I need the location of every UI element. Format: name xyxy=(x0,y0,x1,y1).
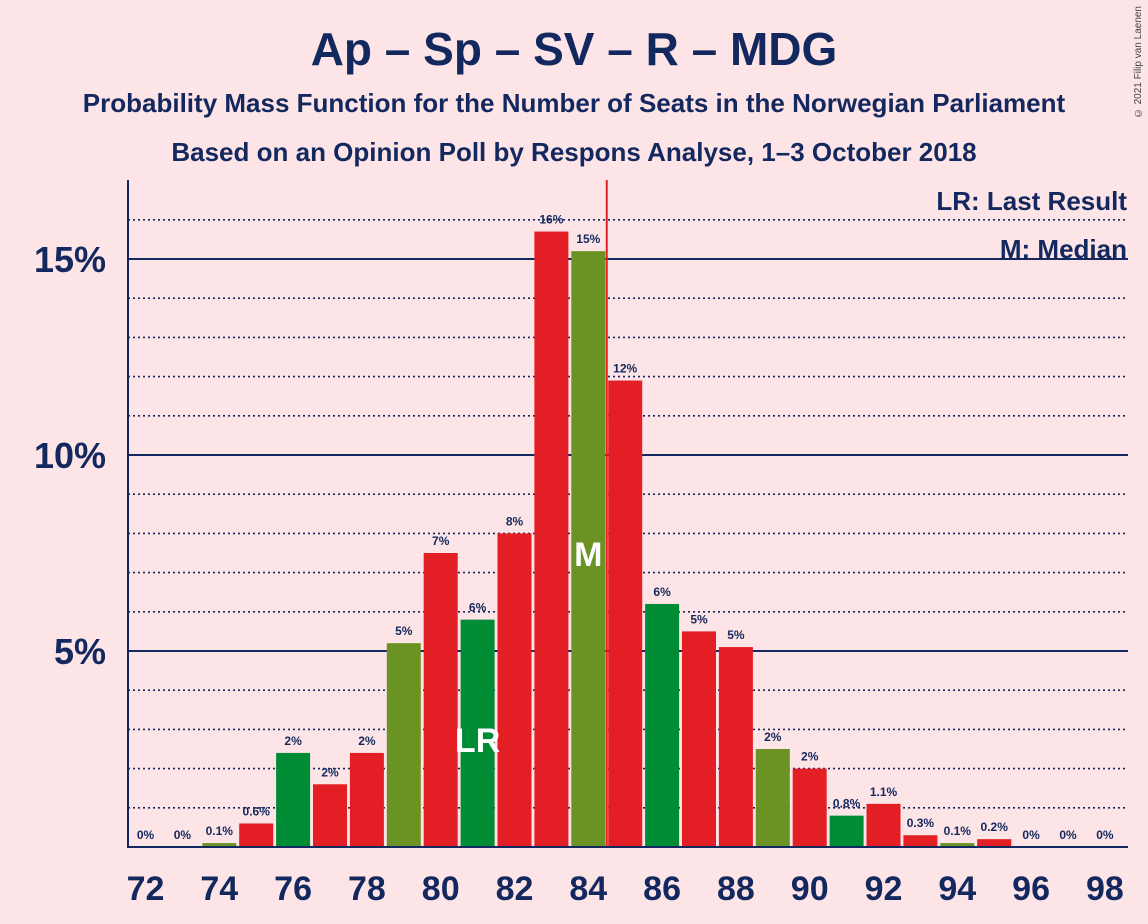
bar-value-label: 2% xyxy=(764,730,782,744)
bar-94 xyxy=(940,843,975,847)
bar-value-label: 5% xyxy=(690,612,708,626)
bar-79 xyxy=(386,643,421,847)
bar-value-label: 0% xyxy=(1096,828,1114,842)
bar-77 xyxy=(313,784,347,847)
x-tick-label: 92 xyxy=(865,870,903,908)
bar-value-label: 0% xyxy=(137,828,155,842)
bar-value-label: 6% xyxy=(469,601,487,615)
chart-subtitle: Probability Mass Function for the Number… xyxy=(82,88,1066,118)
y-tick-label: 10% xyxy=(34,435,106,476)
legend-last-result: LR: Last Result xyxy=(936,186,1127,216)
x-tick-label: 96 xyxy=(1012,870,1050,908)
last-result-marker: LR xyxy=(455,722,500,760)
bar-78 xyxy=(349,752,384,847)
bar-value-label: 5% xyxy=(727,628,745,642)
axes: 5% 10% 15% 72 74 76 78 80 82 84 86 88 90 92 94 96 98 xyxy=(34,180,1128,908)
bar-75 xyxy=(239,823,274,847)
bar-81 xyxy=(460,619,495,847)
bar-value-label: 0.8% xyxy=(833,797,861,811)
bar-95 xyxy=(977,839,1012,847)
bar-93 xyxy=(903,835,938,847)
bar-91 xyxy=(829,815,864,847)
bar-value-label: 5% xyxy=(395,624,413,638)
legend-median: M: Median xyxy=(1000,234,1127,264)
x-tick-label: 78 xyxy=(348,870,386,908)
bar-value-label: 0.6% xyxy=(243,804,271,818)
y-tick-label: 15% xyxy=(34,239,106,280)
bar-value-label: 8% xyxy=(506,514,524,528)
x-tick-label: 86 xyxy=(643,870,681,908)
bar-value-label: 12% xyxy=(613,362,637,376)
bar-85 xyxy=(608,380,643,847)
bar-value-label: 2% xyxy=(358,734,376,748)
bar-labels: 0% 0% 0.1% 0.6% 2% 2% 2% 5% 7% 6% 8% 16% 15% 12% 6% 5% 5… xyxy=(137,213,1114,842)
bar-value-label: 1.1% xyxy=(870,785,898,799)
bar-83 xyxy=(534,231,569,847)
bar-value-label: 0% xyxy=(1059,828,1077,842)
bar-value-label: 6% xyxy=(653,585,671,599)
bar-87 xyxy=(682,631,716,847)
chart-subtitle-source: Based on an Opinion Poll by Respons Anal… xyxy=(171,137,977,167)
x-tick-label: 72 xyxy=(127,870,165,908)
bar-84 xyxy=(571,251,606,847)
y-tick-label: 5% xyxy=(54,631,106,672)
bar-value-label: 2% xyxy=(321,765,339,779)
bars-group xyxy=(202,231,1012,847)
bar-value-label: 0.1% xyxy=(206,824,234,838)
x-tick-label: 74 xyxy=(200,870,238,908)
bar-74 xyxy=(202,843,237,847)
x-tick-label: 94 xyxy=(938,870,976,908)
bar-89 xyxy=(755,749,790,847)
bar-value-label: 0.2% xyxy=(981,820,1009,834)
bar-value-label: 7% xyxy=(432,534,450,548)
bar-value-label: 0.3% xyxy=(907,816,935,830)
bar-value-label: 0% xyxy=(1022,828,1040,842)
bar-92 xyxy=(866,803,901,847)
bar-86 xyxy=(645,603,680,847)
chart-title: Ap – Sp – SV – R – MDG xyxy=(310,23,838,75)
bar-value-label: 2% xyxy=(284,734,302,748)
x-tick-label: 76 xyxy=(274,870,312,908)
x-tick-label: 80 xyxy=(422,870,460,908)
bar-76 xyxy=(276,752,311,847)
bar-80 xyxy=(423,553,458,847)
x-tick-label: 84 xyxy=(569,870,607,908)
bar-82 xyxy=(497,533,532,847)
x-tick-label: 82 xyxy=(496,870,534,908)
bar-value-label: 16% xyxy=(539,213,563,227)
median-marker: M xyxy=(574,536,602,574)
x-tick-label: 90 xyxy=(791,870,829,908)
x-tick-label: 88 xyxy=(717,870,755,908)
bar-value-label: 2% xyxy=(801,750,819,764)
bar-88 xyxy=(718,647,753,847)
bar-90 xyxy=(792,768,827,847)
x-tick-label: 98 xyxy=(1086,870,1124,908)
bar-value-label: 15% xyxy=(576,232,600,246)
bar-value-label: 0% xyxy=(174,828,192,842)
bar-value-label: 0.1% xyxy=(944,824,972,838)
